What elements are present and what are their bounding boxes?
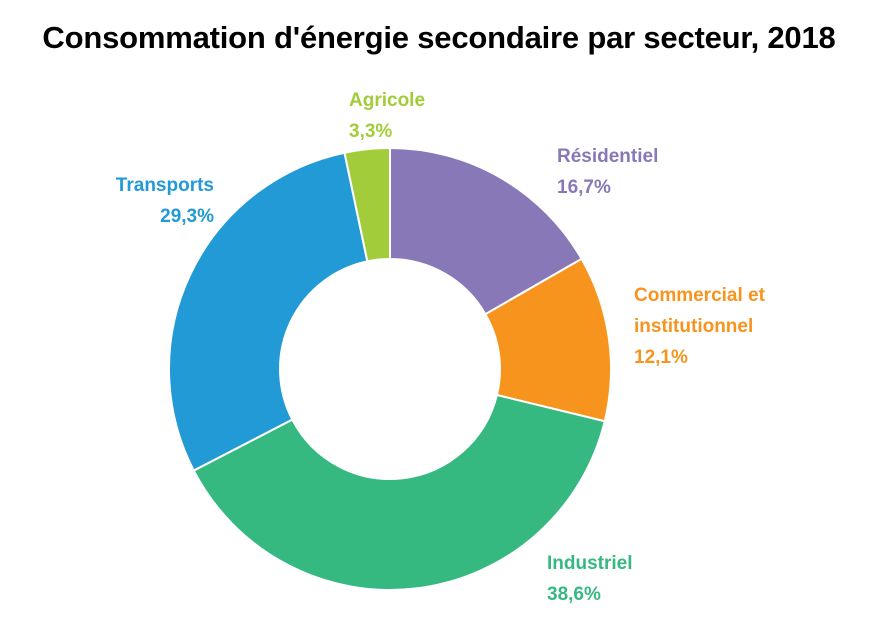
label-commercial-name-line1: Commercial et [634, 285, 765, 306]
label-transports: Transports 29,3% [116, 170, 214, 232]
label-industriel-name: Industriel [547, 553, 633, 574]
label-residentiel-name: Résidentiel [557, 146, 659, 167]
label-agricole-name: Agricole [349, 90, 426, 111]
label-residentiel-value: 16,7% [557, 177, 611, 198]
chart-title: Consommation d'énergie secondaire par se… [42, 20, 836, 55]
label-commercial: Commercial et institutionnel 12,1% [634, 280, 765, 373]
slice-residentiel [389, 146, 583, 316]
slice-industriel [192, 393, 606, 591]
label-commercial-name-line2: institutionnel [634, 316, 754, 337]
label-agricole-value: 3,3% [349, 121, 393, 142]
label-agricole: Agricole 3,3% [349, 85, 425, 147]
label-commercial-value: 12,1% [634, 347, 688, 368]
label-residentiel: Résidentiel 16,7% [557, 141, 658, 203]
slice-transports [168, 151, 369, 472]
label-industriel: Industriel 38,6% [547, 548, 633, 610]
label-transports-name: Transports [115, 175, 214, 196]
label-industriel-value: 38,6% [547, 584, 601, 605]
label-transports-value: 29,3% [160, 206, 214, 227]
slice-agricole [343, 146, 391, 263]
